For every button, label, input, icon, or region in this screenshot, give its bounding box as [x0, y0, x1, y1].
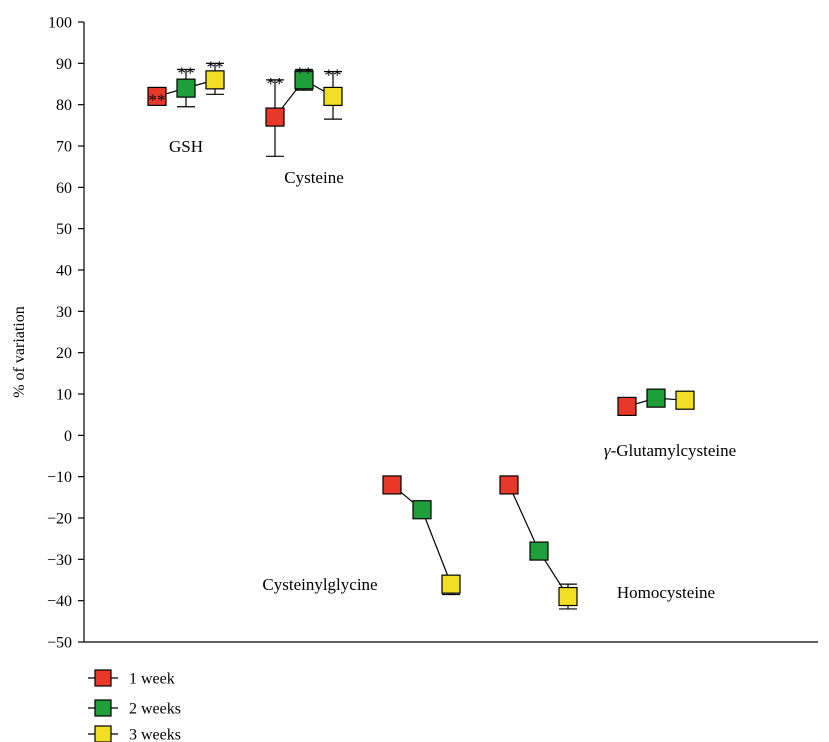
data-point [675, 390, 695, 410]
group-label: γ-Glutamylcysteine [604, 441, 736, 460]
significance-label: ** [296, 64, 313, 83]
group: ** ** ** Cysteine [265, 64, 344, 187]
group-label: Cysteinylglycine [262, 575, 377, 594]
y-tick-label: 0 [64, 428, 72, 445]
significance-label: ** [267, 74, 284, 93]
group: Homocysteine [499, 475, 715, 610]
legend-marker [94, 699, 112, 717]
y-tick-label: 60 [56, 180, 72, 197]
legend-label: 2 weeks [129, 701, 181, 718]
data-point [412, 500, 432, 520]
y-tick-label: 70 [56, 139, 72, 156]
group: γ-Glutamylcysteine [604, 388, 736, 460]
connector-line [508, 484, 540, 552]
y-tick-label: −30 [47, 552, 72, 569]
data-point [558, 586, 578, 607]
y-tick-label: 30 [56, 304, 72, 321]
data-point [617, 396, 637, 416]
data-point [323, 86, 343, 107]
y-tick-label: 40 [56, 263, 72, 280]
significance-label: ** [325, 66, 342, 85]
y-tick-label: 50 [56, 221, 72, 238]
group-label: Homocysteine [617, 583, 715, 602]
legend-marker [94, 725, 112, 742]
plot-area: ** ** ** GSH ** ** ** Cysteine Cysteinylglycine H… [147, 57, 736, 610]
group-label: Cysteine [284, 168, 344, 187]
legend-label: 3 weeks [129, 727, 181, 742]
data-point [205, 70, 225, 90]
y-tick-label: −40 [47, 593, 72, 610]
y-tick-label: 80 [56, 97, 72, 114]
data-point [294, 70, 314, 90]
y-axis-label: % of variation [11, 306, 28, 398]
significance-label: ** [207, 57, 224, 76]
data-point [176, 78, 196, 98]
y-tick-label: 10 [56, 387, 72, 404]
y-tick-label: 90 [56, 56, 72, 73]
legend-marker [94, 669, 112, 687]
y-tick-label: −20 [47, 511, 72, 528]
legend-label: 1 week [129, 671, 175, 688]
data-point [441, 574, 461, 594]
group: ** ** ** GSH [147, 57, 225, 156]
y-tick-label: 20 [56, 345, 72, 362]
y-tick-label: −10 [47, 469, 72, 486]
data-point [499, 475, 519, 495]
data-point [147, 86, 167, 107]
group: Cysteinylglycine [262, 475, 461, 596]
data-point [382, 475, 402, 495]
data-point [646, 388, 666, 408]
group-label: GSH [169, 137, 203, 156]
significance-label: ** [149, 90, 166, 109]
axes [83, 22, 818, 643]
data-point [265, 107, 285, 127]
y-tick-label: 100 [48, 15, 72, 32]
legend-item: 2 weeks [88, 699, 181, 718]
legend-item: 3 weeks [88, 725, 181, 742]
y-tick-label: −50 [47, 635, 72, 652]
legend-item: 1 week [88, 669, 175, 688]
legend: 1 week 2 weeks 3 weeks [88, 669, 181, 742]
significance-label: ** [178, 64, 195, 83]
data-point [529, 541, 549, 561]
connector-line [421, 509, 452, 585]
